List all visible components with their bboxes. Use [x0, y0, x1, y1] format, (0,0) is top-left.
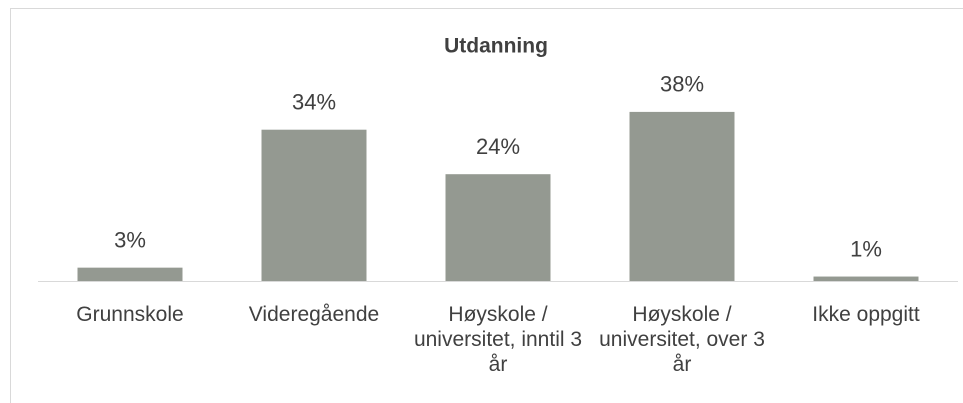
- x-tick-label: Høyskole / universitet, over 3 år: [599, 303, 765, 376]
- chart-frame: [10, 8, 963, 403]
- value-label: 38%: [660, 72, 704, 97]
- x-tick-label: Ikke oppgitt: [812, 303, 920, 326]
- bar: [445, 174, 551, 281]
- bar: [813, 276, 919, 281]
- bar: [261, 129, 367, 281]
- bar: [629, 111, 735, 282]
- value-label: 24%: [476, 134, 520, 159]
- x-tick-label: Videregående: [248, 303, 380, 326]
- value-label: 34%: [292, 90, 336, 115]
- x-tick-label: Høyskole / universitet, inntil 3 år: [413, 303, 583, 376]
- value-label: 1%: [850, 236, 882, 261]
- value-label: 3%: [114, 227, 146, 252]
- x-tick-label: Grunnskole: [76, 303, 184, 326]
- bar: [77, 267, 183, 281]
- chart-title: Utdanning: [444, 35, 548, 58]
